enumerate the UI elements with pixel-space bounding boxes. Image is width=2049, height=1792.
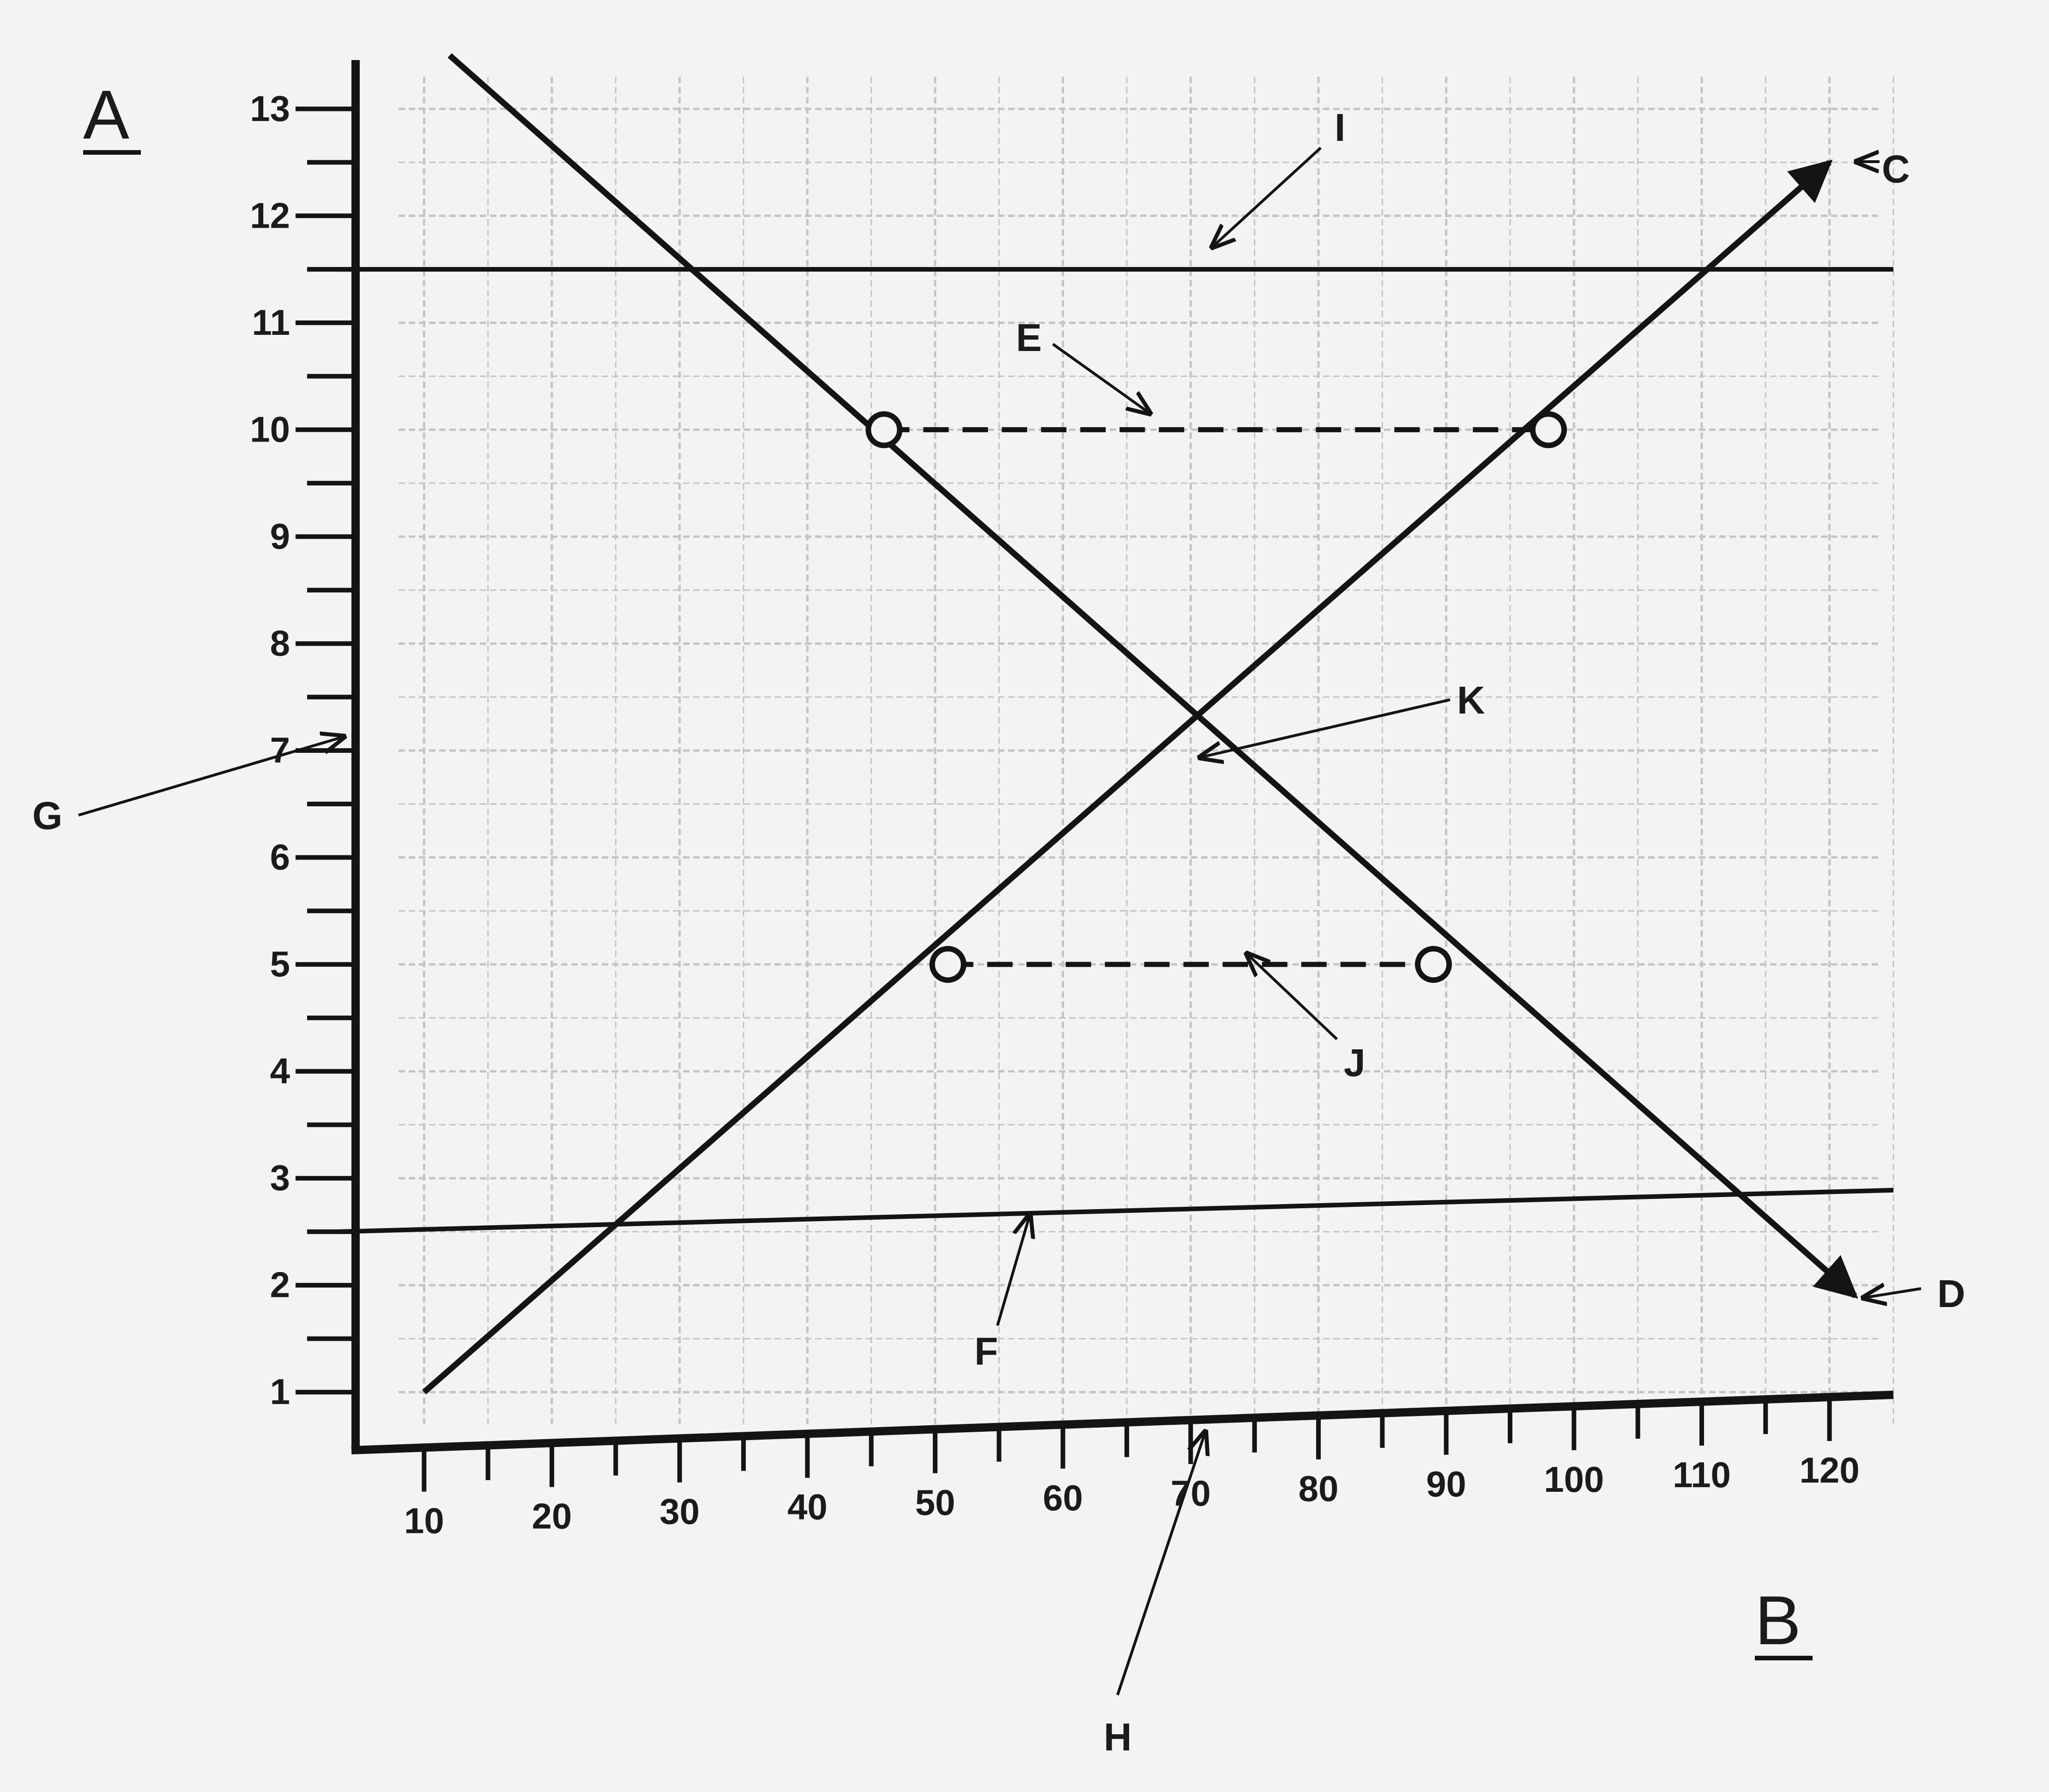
axis-ticks xyxy=(296,106,1832,1492)
x-tick-label: 70 xyxy=(1171,1473,1211,1514)
pointer-D xyxy=(1863,1289,1922,1298)
label-I: I xyxy=(1335,106,1345,149)
pointer-E xyxy=(1052,343,1150,413)
y-tick-label: 7 xyxy=(270,730,290,770)
y-tick-label: 5 xyxy=(270,944,290,984)
y-tick-label: 6 xyxy=(270,837,290,878)
y-tick-label: 12 xyxy=(250,195,290,236)
label-J: J xyxy=(1344,1041,1366,1084)
pointer-K xyxy=(1200,698,1451,757)
label-C: C xyxy=(1882,147,1910,191)
x-axis-title-underline xyxy=(1755,1656,1813,1660)
x-tick-label: 90 xyxy=(1426,1464,1466,1504)
x-tick-label: 10 xyxy=(404,1501,444,1541)
series-line-D xyxy=(447,53,1858,1299)
horizontal-line-F xyxy=(337,1187,1894,1234)
y-tick-label: 13 xyxy=(250,88,290,129)
label-H: H xyxy=(1104,1715,1132,1759)
x-tick-label: 110 xyxy=(1673,1454,1731,1495)
label-E: E xyxy=(1016,316,1042,359)
x-tick-label: 60 xyxy=(1043,1477,1083,1518)
y-tick-label: 1 xyxy=(270,1371,290,1412)
y-tick-label: 8 xyxy=(270,623,290,663)
y-tick-label: 4 xyxy=(270,1051,290,1091)
y-tick-label: 11 xyxy=(252,302,290,343)
x-tick-label: 30 xyxy=(659,1491,700,1532)
label-F: F xyxy=(974,1330,998,1373)
y-axis-title-underline xyxy=(83,150,141,155)
x-axis-line xyxy=(351,1391,1894,1454)
y-tick-label: 3 xyxy=(270,1157,290,1198)
open-point xyxy=(1530,411,1567,448)
grid xyxy=(399,77,1894,1424)
y-tick-label: 2 xyxy=(270,1265,290,1305)
x-tick-label: 20 xyxy=(532,1496,572,1537)
x-axis-title: B xyxy=(1755,1581,1801,1659)
pointer-I xyxy=(1212,146,1322,247)
pointer-F xyxy=(996,1215,1030,1326)
x-tick-label: 120 xyxy=(1800,1450,1860,1490)
series-line-C xyxy=(422,159,1833,1395)
x-tick-label: 50 xyxy=(915,1482,955,1523)
y-tick-label: 9 xyxy=(270,516,290,557)
x-tick-label: 80 xyxy=(1299,1468,1339,1509)
x-tick-label: 40 xyxy=(787,1487,828,1527)
open-point xyxy=(929,946,967,983)
y-axis-title: A xyxy=(83,76,129,153)
pointer-J xyxy=(1247,954,1338,1041)
chart-lines xyxy=(337,53,1894,1454)
label-G: G xyxy=(32,794,62,837)
x-tick-label: 100 xyxy=(1544,1459,1604,1500)
pointer-G xyxy=(78,737,344,817)
y-tick-label: 10 xyxy=(250,409,290,449)
open-point xyxy=(865,411,903,448)
label-K: K xyxy=(1457,678,1485,722)
chart-marks xyxy=(78,146,1922,1695)
label-D: D xyxy=(1937,1272,1965,1315)
pointer-H xyxy=(1116,1432,1205,1695)
open-point xyxy=(1415,946,1452,983)
